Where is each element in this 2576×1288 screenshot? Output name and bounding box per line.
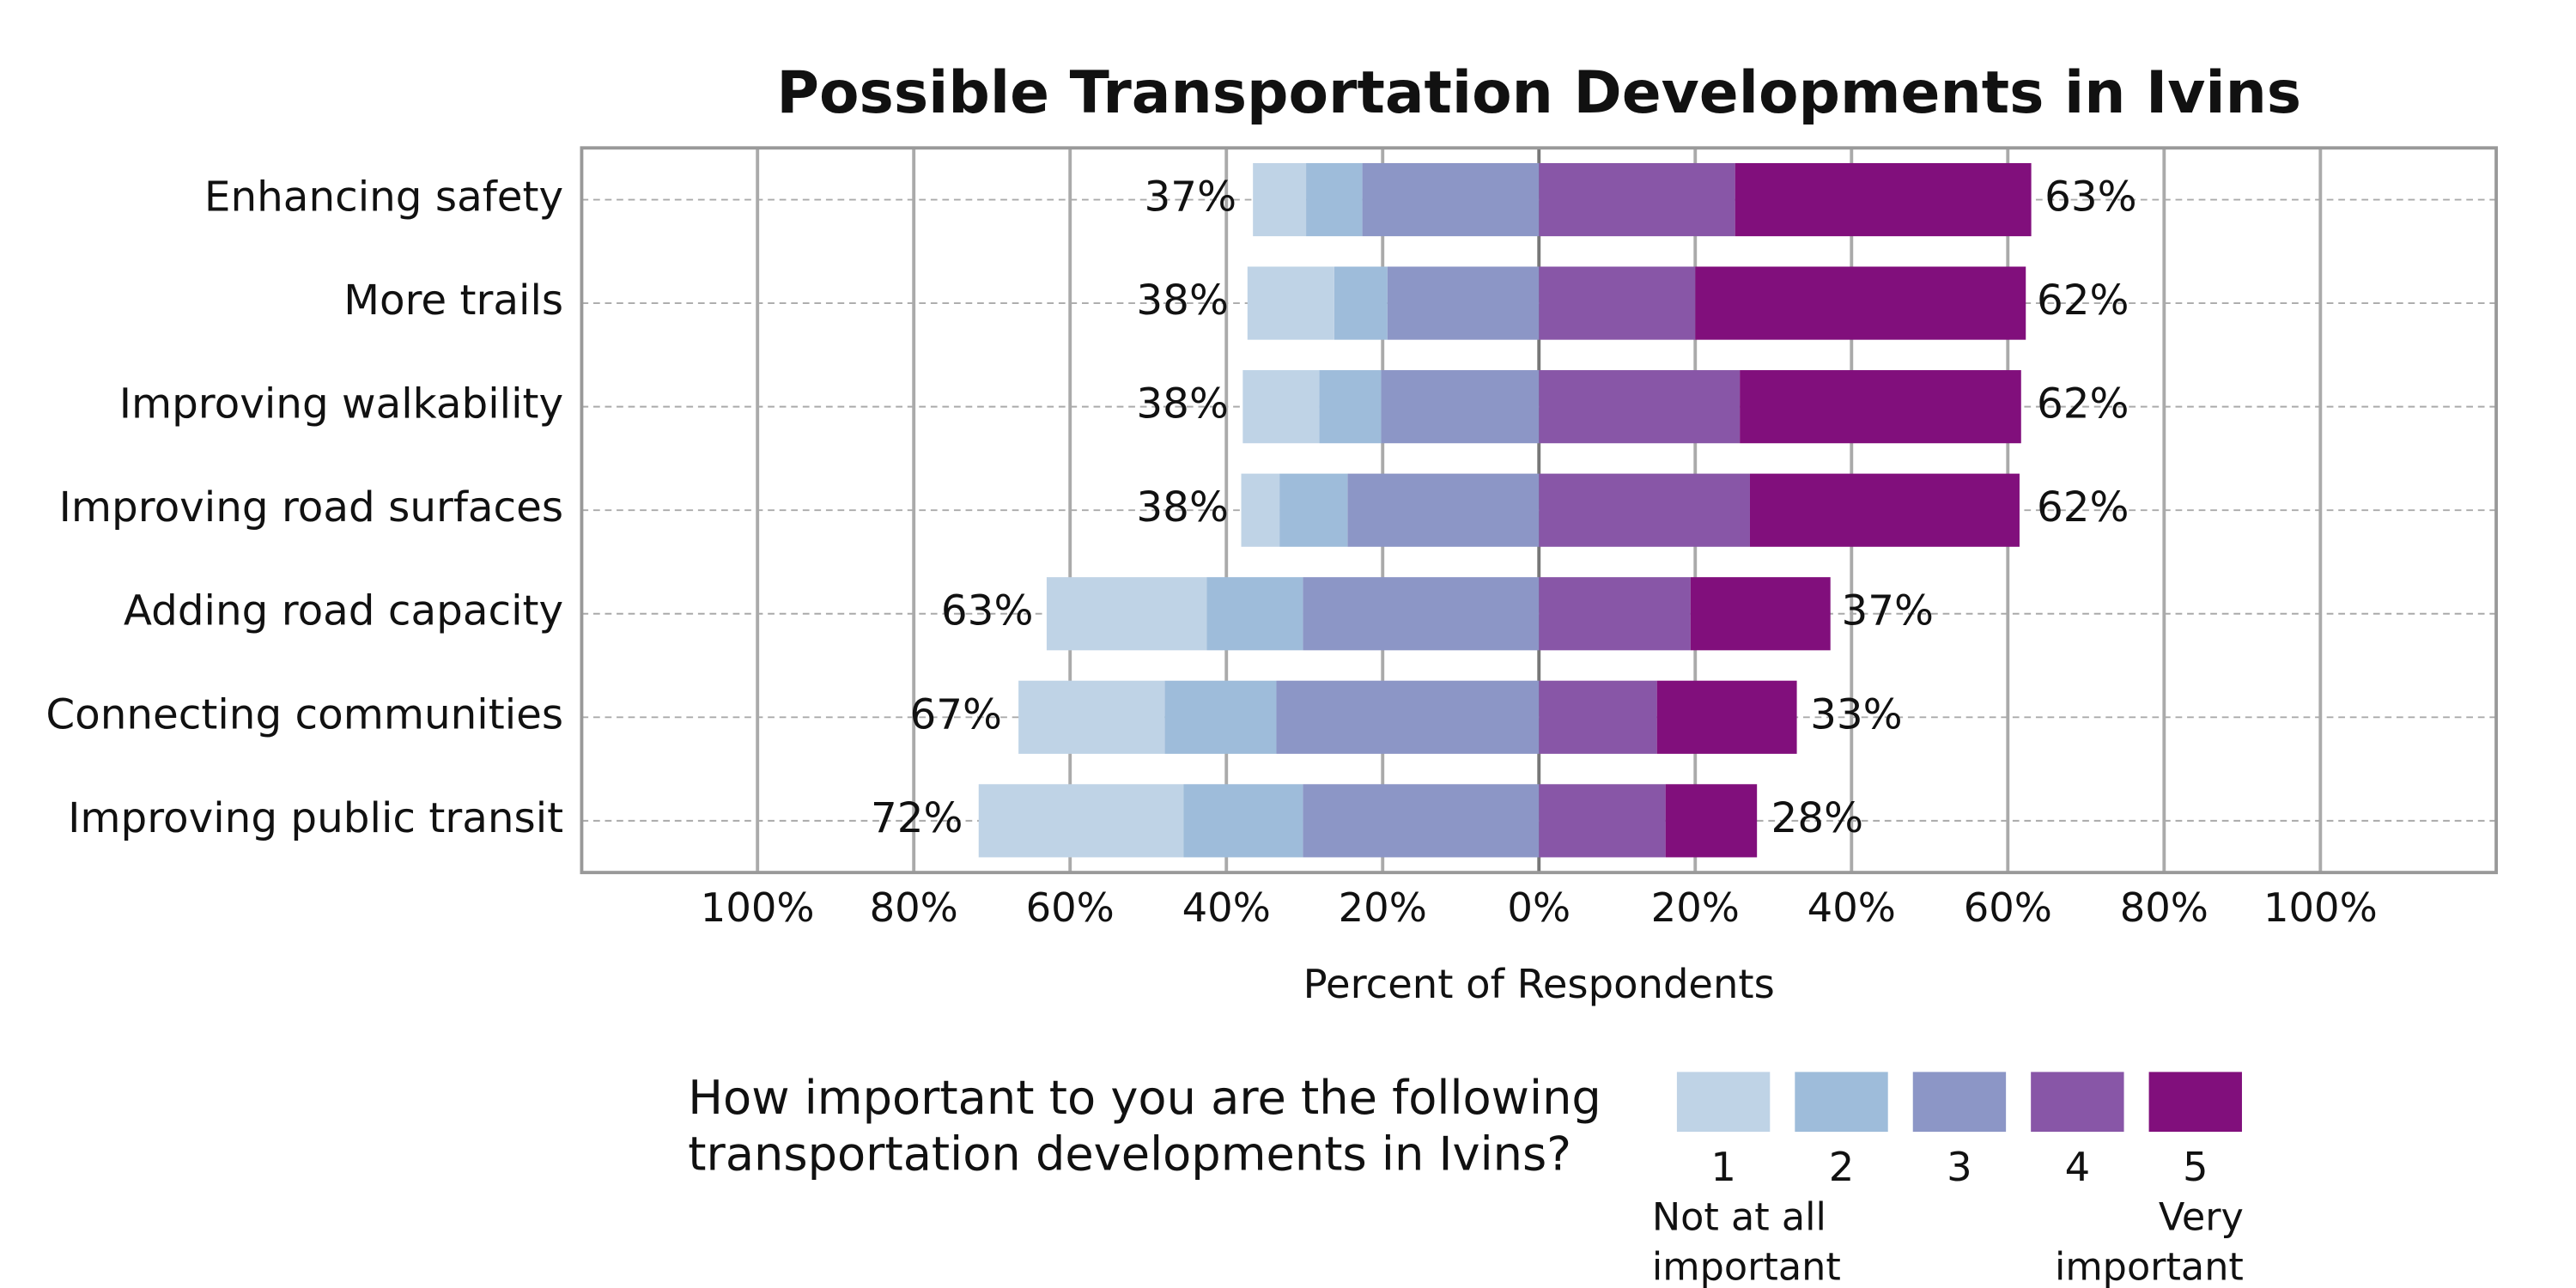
bar-segment [1735,162,2032,237]
bar-segment [1665,784,1758,858]
legend-high-label: Very important [2054,1196,2244,1288]
bar-segment [1319,370,1382,444]
y-tick-label: Enhancing safety [204,173,563,222]
x-tick-label: 100% [2263,884,2378,931]
chart-title: Possible Transportation Developments in … [776,58,2301,126]
bar-segment [1656,680,1797,754]
right-total-label: 62% [2037,276,2129,325]
legend-swatch [1795,1072,1888,1133]
legend-label: 5 [2183,1144,2208,1190]
legend-swatch [2031,1072,2124,1133]
bar-segment [1206,577,1303,651]
bar-segment [1387,266,1540,340]
bar-segment [1247,266,1334,340]
bar-segment [1381,370,1540,444]
bar-segment [1334,266,1388,340]
y-tick-label: More trails [343,276,563,325]
bar-segment [1303,784,1540,858]
bar-segment [1279,473,1348,547]
bar-segment [1690,577,1831,651]
left-total-label: 38% [1136,276,1229,325]
bar-segment [1539,680,1657,754]
x-tick-label: 80% [2120,884,2208,931]
y-tick-label: Improving walkability [119,380,563,428]
right-total-label: 33% [1810,690,1903,738]
bar-segment [1539,577,1691,651]
bar-segment [1306,162,1363,237]
legend-title-box: How important to you are the following t… [688,1070,1601,1182]
x-tick-label: 40% [1182,884,1271,931]
bar-segment [1539,784,1666,858]
bar-segment [1539,370,1741,444]
y-tick-label: Improving road surfaces [59,483,563,532]
legend-high-box: Very important [2054,1196,2244,1288]
bar-segment [1164,680,1277,754]
bar-segment [1276,680,1540,754]
x-tick-label: 60% [1026,884,1115,931]
bar-segment [1046,577,1207,651]
left-total-label: 63% [941,587,1034,635]
bar-segment [1539,473,1750,547]
y-tick-label: Adding road capacity [124,587,563,635]
right-total-label: 37% [1841,587,1934,635]
bar-segment [1183,784,1303,858]
x-tick-label: 60% [1964,884,2052,931]
x-tick-label: 80% [870,884,958,931]
left-total-label: 37% [1145,173,1237,222]
right-total-label: 63% [2044,173,2137,222]
bar-segment [1241,473,1280,547]
bar-segment [1253,162,1307,237]
left-total-label: 67% [909,690,1002,738]
legend-low-box: Not at all important [1651,1196,1841,1288]
bar-segment [978,784,1184,858]
bar-segment [1362,162,1540,237]
legend-swatch [1912,1072,2007,1133]
right-total-label: 62% [2037,483,2129,532]
legend-label: 4 [2065,1144,2091,1190]
y-tick-label: Connecting communities [46,690,563,738]
right-total-label: 28% [1771,794,1864,842]
x-tick-label: 20% [1339,884,1427,931]
bar-segment [1303,577,1540,651]
x-tick-label: 20% [1651,884,1740,931]
bar-segment [1539,162,1735,237]
bar-segment [1539,266,1696,340]
x-axis-title: Percent of Respondents [1303,961,1775,1007]
x-tick-label: 0% [1507,884,1571,931]
x-tick-label: 100% [701,884,815,931]
legend-swatch [2148,1072,2242,1133]
bar-segment [1347,473,1540,547]
legend-swatch [1676,1072,1771,1133]
right-total-label: 62% [2037,380,2129,428]
bar-segment [1695,266,2026,340]
bar-segment [1242,370,1320,444]
left-total-label: 72% [871,794,963,842]
bar-segment [1749,473,2020,547]
legend-low-label: Not at all important [1651,1196,1841,1288]
bar-segment [1018,680,1165,754]
legend-label: 2 [1829,1144,1855,1190]
plot-frame [580,146,2499,875]
bar-segment [1740,370,2021,444]
left-total-label: 38% [1136,380,1229,428]
y-tick-label: Improving public transit [68,794,563,842]
left-total-label: 38% [1136,483,1229,532]
legend-title: How important to you are the following t… [688,1070,1601,1182]
legend-label: 1 [1710,1144,1736,1190]
x-tick-label: 40% [1807,884,1896,931]
legend-label: 3 [1947,1144,1972,1190]
